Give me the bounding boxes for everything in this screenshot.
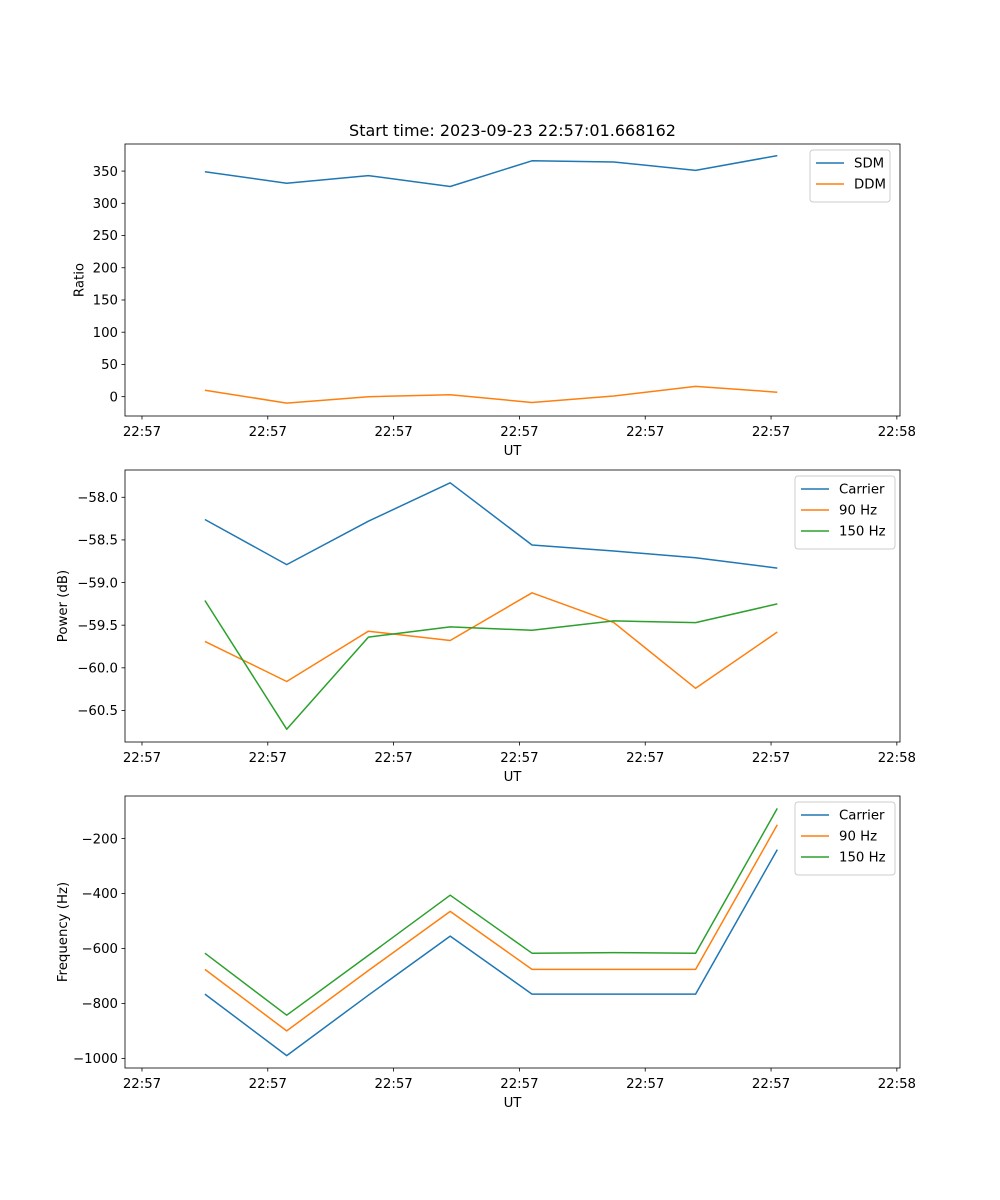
legend-label: 150 Hz: [839, 851, 886, 866]
x-tick-label: 22:58: [878, 425, 916, 440]
x-tick-label: 22:57: [374, 1077, 412, 1092]
x-tick-label: 22:57: [626, 425, 664, 440]
x-tick-label: 22:57: [249, 751, 287, 766]
y-tick-label: −60.5: [77, 704, 118, 719]
x-tick-label: 22:57: [249, 1077, 287, 1092]
series-line-90-hz: [204, 824, 778, 1032]
y-tick-label: −58.0: [77, 491, 118, 506]
chart-panel-2: 22:57 22:57 22:57 22:57 22:57 22:57 22:58 −60.5…: [56, 469, 916, 785]
series-line-sdm: [204, 154, 778, 188]
legend-label: Carrier: [839, 483, 885, 498]
x-axis-label: UT: [504, 1096, 523, 1111]
y-tick-label: −200: [81, 832, 118, 847]
series-line-150-hz: [204, 808, 778, 1016]
legend-label: 90 Hz: [839, 830, 877, 845]
y-tick-label: −59.5: [77, 619, 118, 634]
y-tick-label: −600: [81, 942, 118, 957]
y-axis-label: Frequency (Hz): [56, 882, 71, 982]
x-tick-label: 22:57: [374, 751, 412, 766]
axes-frame: [124, 795, 901, 1069]
x-tick-label: 22:57: [752, 751, 790, 766]
x-tick-label: 22:57: [374, 425, 412, 440]
y-tick-label: 0: [110, 390, 118, 405]
series-line-carrier: [204, 849, 778, 1057]
axes-frame: [124, 469, 901, 743]
legend-label: Carrier: [839, 809, 885, 824]
y-tick-label: 100: [93, 326, 118, 341]
series-line-ddm: [204, 385, 778, 404]
y-tick-label: −1000: [73, 1052, 118, 1067]
axes-frame: [124, 143, 901, 417]
x-tick-label: 22:57: [752, 1077, 790, 1092]
chart-panel-1: 22:57 22:57 22:57 22:57 22:57 22:57 22:58 0 50 10…: [72, 143, 916, 459]
y-tick-label: 150: [93, 294, 118, 309]
legend-label: SDM: [854, 157, 884, 172]
x-tick-label: 22:57: [500, 1077, 538, 1092]
y-tick-label: −800: [81, 997, 118, 1012]
x-tick-label: 22:57: [249, 425, 287, 440]
legend-label: 150 Hz: [839, 525, 886, 540]
legend-label: 90 Hz: [839, 504, 877, 519]
x-tick-label: 22:57: [123, 1077, 161, 1092]
y-tick-label: 200: [93, 261, 118, 276]
y-tick-label: −400: [81, 887, 118, 902]
x-tick-label: 22:58: [878, 751, 916, 766]
legend-label: DDM: [854, 178, 886, 193]
x-tick-label: 22:57: [626, 751, 664, 766]
x-tick-label: 22:57: [500, 751, 538, 766]
y-tick-label: 300: [93, 197, 118, 212]
x-tick-label: 22:57: [626, 1077, 664, 1092]
series-line-90-hz: [204, 592, 778, 690]
y-tick-label: −58.5: [77, 534, 118, 549]
y-axis-label: Ratio: [72, 263, 87, 297]
y-axis-label: Power (dB): [56, 570, 71, 642]
y-tick-label: 350: [93, 165, 118, 180]
x-tick-label: 22:57: [752, 425, 790, 440]
x-tick-label: 22:58: [878, 1077, 916, 1092]
y-tick-label: −60.0: [77, 662, 118, 677]
x-tick-label: 22:57: [123, 425, 161, 440]
x-tick-label: 22:57: [500, 425, 538, 440]
x-axis-label: UT: [504, 444, 523, 459]
y-tick-label: 250: [93, 229, 118, 244]
series-line-carrier: [204, 482, 778, 569]
x-tick-label: 22:57: [123, 751, 161, 766]
chart-title: Start time: 2023-09-23 22:57:01.668162: [349, 121, 676, 140]
series-line-150-hz: [204, 600, 778, 730]
x-axis-label: UT: [504, 770, 523, 785]
y-tick-label: 50: [101, 358, 118, 373]
chart-panel-3: 22:57 22:57 22:57 22:57 22:57 22:57 22:58 −1000…: [56, 795, 916, 1111]
y-tick-label: −59.0: [77, 576, 118, 591]
